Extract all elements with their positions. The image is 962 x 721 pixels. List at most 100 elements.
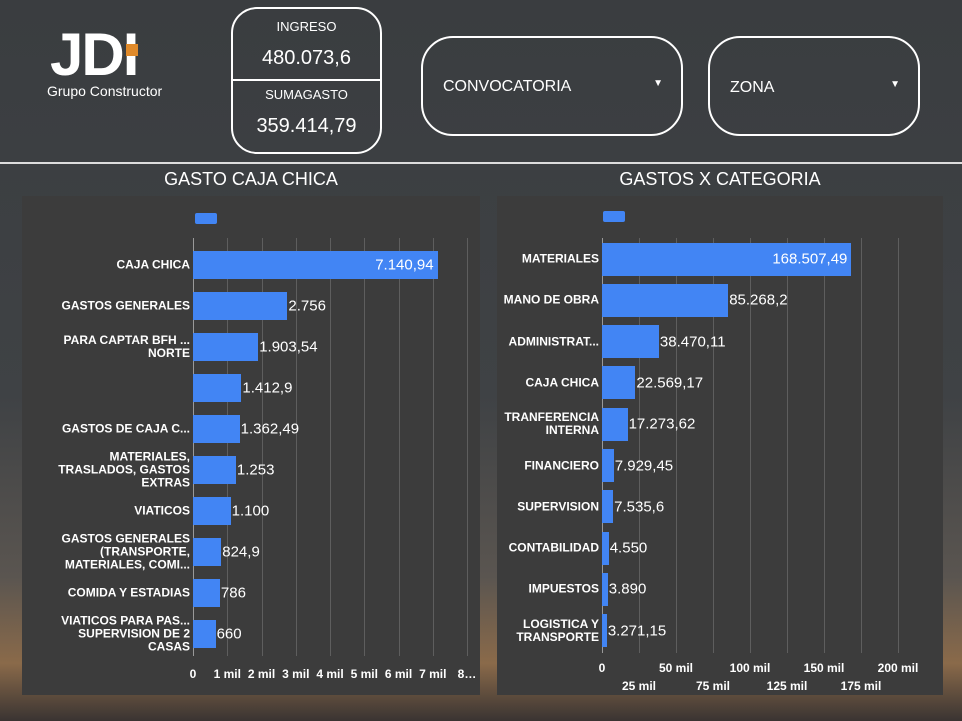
kpi-label: INGRESO [276,19,337,34]
data-label: 7.535,6 [614,498,665,516]
data-label: 3.271,15 [607,622,667,640]
bar [602,366,636,400]
x-tick-label: 50 mil [658,661,694,675]
dropdown-caret: ▼ [653,78,663,89]
y-tick-label: IMPUESTOS [528,581,599,596]
x-tick-label: 150 mil [803,661,845,675]
dropdown-caret: ▼ [890,79,900,90]
data-label: 17.273,62 [628,415,696,433]
grid-line [676,238,677,653]
bar [193,251,438,279]
bar [602,407,628,441]
x-tick-label: 75 mil [695,679,731,693]
data-label: 3.890 [608,580,647,598]
grid-line [398,238,400,656]
legend-swatch [603,211,625,222]
x-tick-label: 175 mil [840,679,882,693]
bar [193,620,216,648]
grid-line [639,238,640,653]
grid-line [750,238,751,653]
grid-line [330,238,331,656]
logo-subtitle: Grupo Constructor [47,83,163,99]
y-tick-label: MATERIALES, TRASLADOS, GASTOS EXTRAS [58,449,190,490]
y-tick-label: GASTOS DE CAJA C... [61,421,190,436]
grid-line [261,238,263,656]
data-label: 824,9 [222,543,260,561]
logo: JDI [50,21,139,88]
bar [602,614,607,648]
x-tick-label: 7 mil [419,667,447,681]
grid-line [713,238,714,653]
chart-title: GASTOS X CATEGORIA [619,169,821,189]
dropdown-label: ZONA [730,79,775,96]
x-tick-label: 0 [189,667,197,681]
grid-line [432,238,434,656]
data-label: 168.507,49 [772,250,848,268]
logo-window [126,44,138,56]
bar [602,572,608,606]
chart-title: GASTO CAJA CHICA [164,169,338,189]
y-tick-label: VIATICOS [134,503,190,518]
y-tick-label: CONTABILIDAD [508,540,599,555]
grid-line [787,238,788,653]
x-tick-label: 25 mil [621,679,657,693]
bar [602,283,729,317]
chart-panel [497,196,943,695]
separator [0,162,962,164]
bar [193,579,220,607]
y-tick-label: TRANFERENCIA INTERNA [504,410,599,438]
data-label: 1.253 [236,461,275,479]
data-label: 7.929,45 [614,457,674,474]
bar [193,415,240,443]
grid-line [364,238,366,656]
x-tick-label: 3 mil [282,667,310,681]
kpi-label: SUMAGASTO [265,87,348,102]
x-tick-label: 125 mil [766,679,808,693]
grid-line [861,238,862,653]
legend-swatch [195,213,217,224]
y-tick-label: LOGISTICA Y TRANSPORTE [516,616,599,644]
dropdown[interactable]: CONVOCATORIA ▼ [421,36,683,136]
data-label: 786 [220,584,246,602]
y-tick-label: MANO DE OBRA [503,292,599,307]
grid-line [602,238,603,653]
chart-panel [22,196,480,695]
x-tick-label: 100 mil [729,661,771,675]
kpi-divider [233,79,380,81]
data-label: 1.100 [231,502,270,520]
bar [193,374,242,402]
bar [602,531,609,565]
x-tick-label: 8… [457,667,477,681]
x-tick-label: 200 mil [877,661,919,675]
bar [602,449,614,482]
y-tick-label: SUPERVISION [517,499,599,514]
grid-line [227,238,229,656]
data-label: 7.140,94 [375,256,434,274]
bar [193,456,236,484]
x-tick-label: 5 mil [350,667,378,681]
bar [193,538,222,566]
data-label: 38.470,11 [659,333,726,351]
bar [602,490,614,524]
grid-line [467,238,468,656]
data-label: 1.412,9 [242,379,293,397]
grid-line [898,238,899,653]
data-label: 22.569,17 [636,374,704,392]
x-tick-label: 0 [598,661,606,675]
data-label: 85.268,2 [729,291,788,309]
grid-line [193,238,194,656]
kpi-value: 480.073,6 [262,47,351,69]
dropdown-label: CONVOCATORIA [443,78,572,95]
y-tick-label: CAJA CHICA [116,257,190,272]
data-label: 2.756 [288,297,326,315]
y-tick-label: GASTOS GENERALES (TRANSPORTE, MATERIALES… [61,531,190,572]
y-tick-label: CAJA CHICA [525,375,599,390]
bar [193,333,259,361]
bar [193,292,288,320]
bar [602,242,852,276]
bar [193,497,231,525]
kpi-card: INGRESO 480.073,6 SUMAGASTO 359.414,79 [231,7,382,154]
y-tick-label: MATERIALES [521,251,599,266]
dropdown[interactable]: ZONA ▼ [708,36,920,136]
